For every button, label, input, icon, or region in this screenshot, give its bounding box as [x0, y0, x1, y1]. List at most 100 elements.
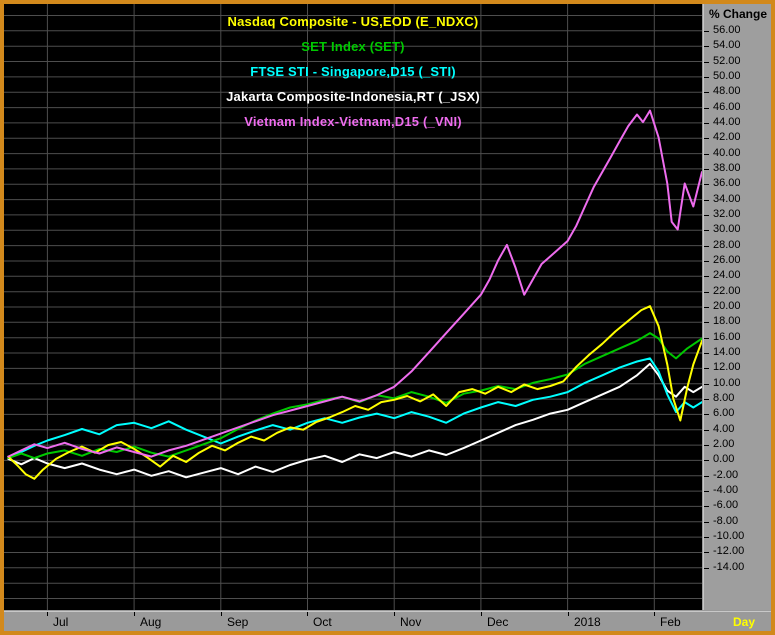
x-axis-label: Dec	[487, 615, 509, 629]
y-axis-label: 36.00	[713, 177, 741, 189]
y-axis-tick	[704, 292, 709, 293]
y-axis-tick	[704, 261, 709, 262]
y-axis-tick	[704, 77, 709, 78]
y-axis-tick	[704, 430, 709, 431]
y-axis-label: 42.00	[713, 131, 741, 143]
y-axis-tick	[704, 506, 709, 507]
y-axis-tick	[704, 522, 709, 523]
y-axis-label: 34.00	[713, 193, 741, 205]
y-axis-tick	[704, 384, 709, 385]
y-axis-tick	[704, 552, 709, 553]
series-line-jsx[interactable]	[7, 362, 702, 479]
y-axis-label: 6.00	[713, 407, 735, 419]
y-axis-tick	[704, 476, 709, 477]
y-axis-tick	[704, 92, 709, 93]
y-axis-tick	[704, 215, 709, 216]
y-axis-tick	[704, 537, 709, 538]
legend-item-jsx[interactable]: Jakarta Composite-Indonesia,RT (_JSX)	[226, 89, 480, 104]
y-axis-tick	[704, 307, 709, 308]
y-axis-label: 30.00	[713, 223, 741, 235]
x-axis-tick	[221, 612, 222, 616]
series-line-vni[interactable]	[7, 109, 702, 458]
x-axis-label: Nov	[400, 615, 422, 629]
y-axis-tick	[704, 414, 709, 415]
y-axis-tick	[704, 169, 709, 170]
y-axis-label: 4.00	[713, 423, 735, 435]
y-axis-tick	[704, 276, 709, 277]
chart-plot-area[interactable]: Nasdaq Composite - US,EOD (E_NDXC) SET In…	[4, 4, 702, 610]
y-axis-tick	[704, 46, 709, 47]
y-axis-label: 12.00	[713, 361, 741, 373]
y-axis-label: 32.00	[713, 208, 741, 220]
y-axis-tick	[704, 123, 709, 124]
y-axis-label: -10.00	[713, 530, 745, 542]
y-axis-tick	[704, 338, 709, 339]
y-axis-tick	[704, 399, 709, 400]
y-axis-label: -2.00	[713, 469, 739, 481]
y-axis-tick	[704, 31, 709, 32]
y-axis-tick	[704, 184, 709, 185]
y-axis-tick	[704, 460, 709, 461]
y-axis-label: -8.00	[713, 515, 739, 527]
y-axis-label: -14.00	[713, 561, 745, 573]
series-line-sti[interactable]	[7, 357, 702, 460]
x-axis-label: Sep	[227, 615, 249, 629]
y-axis-label: 52.00	[713, 55, 741, 67]
y-axis-panel: % Change 56.00 54.00 52.00 50.00 48.00 46.00 4…	[703, 4, 771, 610]
y-axis-tick	[704, 368, 709, 369]
y-axis-label: 0.00	[713, 453, 735, 465]
y-axis-tick	[704, 353, 709, 354]
legend-item-nasdaq[interactable]: Nasdaq Composite - US,EOD (E_NDXC)	[227, 14, 479, 29]
y-axis-label: 44.00	[713, 116, 741, 128]
y-axis-label: 28.00	[713, 239, 741, 251]
y-axis-tick	[704, 108, 709, 109]
series-line-nasdaq[interactable]	[7, 305, 702, 480]
y-axis-label: -12.00	[713, 545, 745, 557]
y-axis-label: 56.00	[713, 24, 741, 36]
y-axis-tick	[704, 568, 709, 569]
y-axis-label: 18.00	[713, 315, 741, 327]
y-axis-label: 20.00	[713, 300, 741, 312]
x-axis-tick	[568, 612, 569, 616]
y-axis-tick	[704, 62, 709, 63]
x-axis-label: Oct	[313, 615, 332, 629]
y-axis-label: 48.00	[713, 85, 741, 97]
y-axis-tick	[704, 138, 709, 139]
y-axis-label: 38.00	[713, 162, 741, 174]
x-axis-label: 2018	[574, 615, 601, 629]
y-axis-label: 24.00	[713, 269, 741, 281]
y-axis-label: 46.00	[713, 101, 741, 113]
y-axis-label: 40.00	[713, 147, 741, 159]
y-axis-tick	[704, 246, 709, 247]
legend-item-vni[interactable]: Vietnam Index-Vietnam,D15 (_VNI)	[244, 114, 462, 129]
x-axis-tick	[654, 612, 655, 616]
y-axis-tick	[704, 445, 709, 446]
legend: Nasdaq Composite - US,EOD (E_NDXC) SET In…	[4, 9, 702, 134]
legend-item-set[interactable]: SET Index (SET)	[301, 39, 405, 54]
periodicity-label: Day	[732, 615, 755, 629]
x-axis-label: Jul	[53, 615, 69, 629]
chart-canvas	[4, 4, 702, 610]
x-axis-label: Feb	[660, 615, 681, 629]
y-axis-label: 50.00	[713, 70, 741, 82]
x-axis-tick	[481, 612, 482, 616]
y-axis-tick	[704, 230, 709, 231]
y-axis-label: -4.00	[713, 484, 739, 496]
x-axis-tick	[134, 612, 135, 616]
y-axis-label: 10.00	[713, 377, 741, 389]
y-axis-tick	[704, 322, 709, 323]
y-axis-tick	[704, 200, 709, 201]
y-axis-tick	[704, 491, 709, 492]
y-axis-label: 2.00	[713, 438, 735, 450]
x-axis-label: Aug	[140, 615, 162, 629]
x-axis-tick	[47, 612, 48, 616]
y-axis-label: 8.00	[713, 392, 735, 404]
y-axis-label: -6.00	[713, 499, 739, 511]
x-axis-panel: Day Jul Aug Sep Oct Nov Dec 2018 Feb	[4, 611, 771, 631]
legend-item-sti[interactable]: FTSE STI - Singapore,D15 (_STI)	[250, 64, 456, 79]
y-axis-label: 22.00	[713, 285, 741, 297]
x-axis-tick	[307, 612, 308, 616]
x-axis-tick	[394, 612, 395, 616]
y-axis-tick	[704, 154, 709, 155]
